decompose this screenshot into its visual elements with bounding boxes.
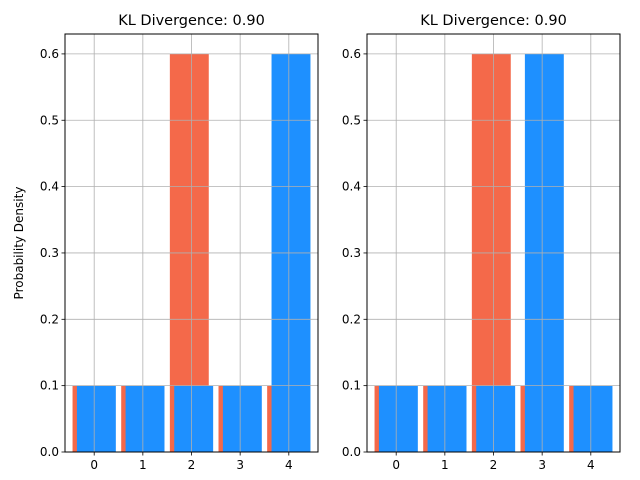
bar-q-4 bbox=[573, 385, 613, 452]
y-tick-label: 0.6 bbox=[342, 47, 361, 61]
bar-q-1 bbox=[125, 385, 165, 452]
x-tick-label: 0 bbox=[392, 458, 400, 472]
y-tick-label: 0.3 bbox=[342, 246, 361, 260]
y-tick-label: 0.1 bbox=[40, 379, 59, 393]
y-tick-label: 0.5 bbox=[40, 113, 59, 127]
x-tick-label: 4 bbox=[285, 458, 293, 472]
bar-q-2 bbox=[174, 385, 214, 452]
x-tick-label: 1 bbox=[139, 458, 147, 472]
x-tick-label: 3 bbox=[538, 458, 546, 472]
y-axis-label: Probability Density bbox=[12, 187, 26, 300]
bar-q-2 bbox=[476, 385, 516, 452]
y-tick-label: 0.0 bbox=[40, 445, 59, 459]
bar-q-1 bbox=[427, 385, 467, 452]
bar-q-0 bbox=[76, 385, 116, 452]
y-tick-label: 0.2 bbox=[40, 312, 59, 326]
y-tick-label: 0.0 bbox=[342, 445, 361, 459]
x-tick-label: 2 bbox=[188, 458, 196, 472]
y-tick-label: 0.1 bbox=[342, 379, 361, 393]
x-tick-label: 2 bbox=[490, 458, 498, 472]
y-tick-label: 0.4 bbox=[342, 180, 361, 194]
y-tick-label: 0.2 bbox=[342, 312, 361, 326]
y-tick-label: 0.5 bbox=[342, 113, 361, 127]
y-tick-label: 0.6 bbox=[40, 47, 59, 61]
chart-title: KL Divergence: 0.90 bbox=[118, 13, 265, 29]
chart-title: KL Divergence: 0.90 bbox=[420, 13, 567, 29]
chart-panel-left: 0 1 2 3 4 0.0 0.1 0.2 0.3 0.4 0.5 0.6 KL Divergence:… bbox=[12, 13, 319, 472]
y-tick-label: 0.3 bbox=[40, 246, 59, 260]
y-tick-label: 0.4 bbox=[40, 180, 59, 194]
x-tick-label: 0 bbox=[90, 458, 98, 472]
x-tick-label: 1 bbox=[441, 458, 449, 472]
bar-q-0 bbox=[378, 385, 418, 452]
x-tick-label: 4 bbox=[587, 458, 595, 472]
x-tick-label: 3 bbox=[236, 458, 244, 472]
chart-panel-right: 0 1 2 3 4 0.0 0.1 0.2 0.3 0.4 0.5 0.6 KL Divergence:… bbox=[342, 13, 621, 472]
bar-q-3 bbox=[222, 385, 262, 452]
